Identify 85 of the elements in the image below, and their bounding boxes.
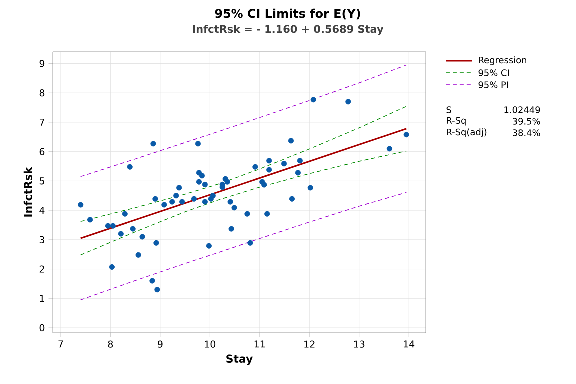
point (196, 179, 202, 185)
point (266, 167, 272, 173)
x-tick-label: 13 (354, 340, 365, 348)
point (105, 223, 111, 229)
text: R-Sq(adj) (447, 128, 487, 138)
point (127, 164, 133, 170)
x-tick-label: 12 (304, 340, 315, 348)
line-series (80, 106, 407, 222)
point (140, 234, 146, 240)
chart-title: 95% CI Limits for E(Y) (215, 8, 360, 20)
y-tick-label: 1 (40, 295, 44, 302)
point (308, 185, 314, 191)
x-tick-label: 14 (404, 340, 415, 348)
point (404, 132, 410, 138)
point (206, 243, 212, 249)
x-tick-label: 7 (58, 340, 64, 348)
line-series (80, 150, 407, 256)
legend-label: 95% CI (478, 70, 509, 76)
point (130, 226, 136, 232)
point (310, 97, 316, 103)
point (228, 226, 234, 232)
point (152, 196, 158, 202)
point (252, 164, 258, 170)
point (78, 202, 84, 208)
text: S (446, 106, 452, 114)
point (228, 199, 234, 205)
point (210, 193, 216, 199)
y-tick-label: 2 (40, 266, 44, 273)
chart-subtitle: InfctRsk = - 1.160 + 0.5689 Stay (193, 25, 384, 36)
point (288, 138, 294, 144)
y-tick-label: 5 (40, 178, 44, 185)
y-tick-label: 7 (40, 119, 44, 126)
point (266, 158, 272, 164)
point (180, 199, 186, 205)
point (109, 264, 115, 270)
point (154, 240, 160, 246)
line-series (80, 192, 407, 300)
y-tick-label: 4 (40, 207, 45, 214)
point (295, 170, 301, 176)
point (150, 141, 156, 147)
x-tick-label: 11 (254, 340, 266, 348)
line-series (80, 64, 407, 178)
x-tick-label: 10 (205, 340, 216, 348)
point (150, 278, 156, 284)
y-tick-label: 8 (40, 90, 45, 97)
text: R-Sq (447, 117, 466, 126)
y-tick-label: 9 (40, 60, 45, 68)
point (264, 211, 270, 217)
point (244, 211, 250, 217)
point (110, 223, 116, 229)
x-axis-title: Stay (226, 354, 253, 366)
point (289, 196, 296, 202)
point (346, 99, 352, 105)
point (202, 199, 208, 205)
point (191, 196, 198, 202)
y-tick-label: 6 (40, 148, 45, 156)
point (174, 193, 180, 199)
point (202, 182, 208, 188)
y-axis-title: InfctRsk (24, 166, 32, 217)
legend-label: Regression (479, 56, 526, 66)
point (224, 179, 230, 185)
x-tick-label: 9 (158, 340, 163, 348)
point (154, 287, 160, 293)
point (262, 182, 268, 188)
point (170, 199, 176, 205)
point (199, 173, 205, 179)
text: 39.5% (513, 118, 540, 125)
point (88, 217, 94, 223)
point (232, 205, 238, 211)
point (195, 141, 202, 147)
point (176, 185, 182, 191)
point (281, 161, 288, 167)
point (118, 231, 124, 237)
point (248, 240, 254, 246)
x-tick-label: 8 (108, 340, 114, 348)
text: 38.4% (513, 130, 540, 136)
y-tick-label: 3 (40, 236, 44, 244)
point (162, 202, 168, 208)
point (122, 211, 128, 217)
legend-label: 95% PI (478, 82, 508, 88)
text: 1.02449 (504, 106, 540, 114)
point (136, 252, 142, 258)
point (297, 158, 303, 164)
y-tick-label: 0 (40, 324, 45, 332)
point (386, 146, 392, 152)
